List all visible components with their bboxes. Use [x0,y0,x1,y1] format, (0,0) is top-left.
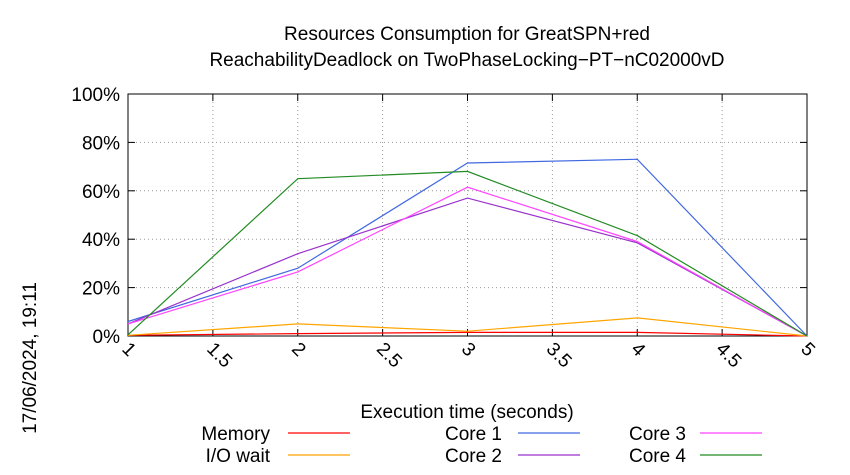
legend-label: Memory [201,424,270,445]
series-line-core-3 [127,186,808,337]
series-line-core-4 [127,170,808,337]
x-tick-label: 1 [117,339,139,361]
x-tick-label: 5 [796,339,818,361]
x-tick-label: 4.5 [712,339,746,373]
legend-label: Core 3 [629,424,686,445]
y-tick-label: 40% [82,230,120,251]
y-tick-label: 100% [71,85,120,106]
x-tick-label: 3 [457,339,479,361]
y-tick-label: 20% [82,279,120,300]
x-axis-label: Execution time (seconds) [360,402,573,423]
x-tick-label: 4 [627,339,650,362]
chart-title-line-2: ReachabilityDeadlock on TwoPhaseLocking−… [209,50,724,71]
legend-label: Core 4 [629,446,686,467]
grid [128,94,807,336]
x-tick-label: 3.5 [542,339,576,373]
legend-label: Core 2 [445,446,502,467]
legend-label: I/O wait [206,446,271,467]
x-tick-label: 2 [287,339,309,361]
x-tick-label: 1.5 [202,339,236,373]
series-line-memory [127,331,808,337]
series-line-i-o-wait [127,317,808,337]
x-tick-label: 2.5 [372,339,406,373]
x-axis-ticks: 1 1.5 2 2.5 3 3.5 4 4.5 5 [117,94,819,373]
y-tick-label: 80% [82,133,120,154]
series-line-core-2 [127,197,808,337]
chart-title-line-1: Resources Consumption for GreatSPN+red [284,24,650,45]
series-line-core-1 [127,158,808,337]
series-lines [127,158,808,337]
legend-label: Core 1 [445,424,502,445]
timestamp-label: 17/06/2024, 19:11 [20,282,41,434]
y-tick-label: 0% [93,327,121,348]
y-tick-label: 60% [82,182,120,203]
y-axis-ticks: 0% 20% 40% 60% 80% 100% [71,85,807,348]
